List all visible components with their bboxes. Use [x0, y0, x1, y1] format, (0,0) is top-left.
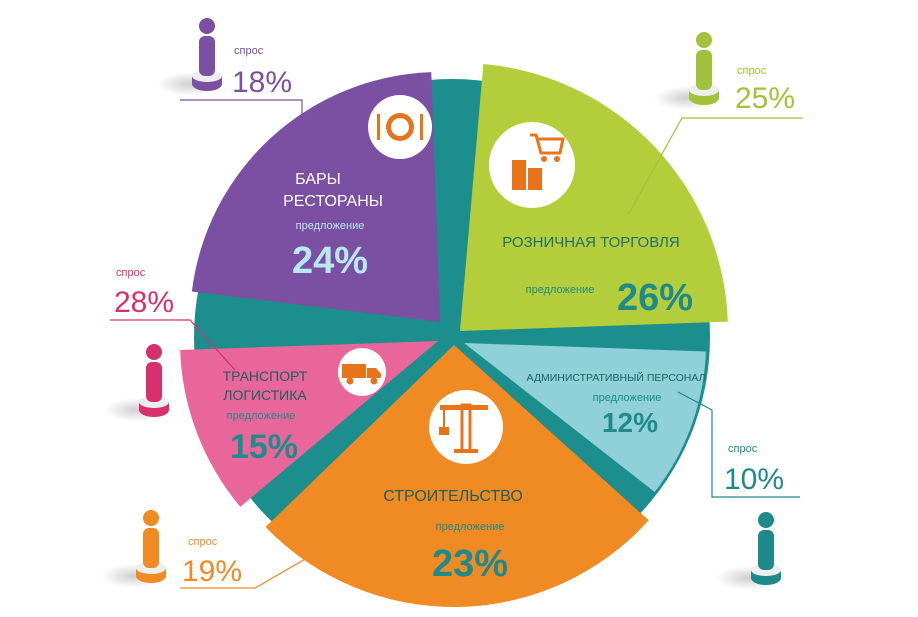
demand-value-bars: 18% — [232, 66, 292, 99]
person-icon-retail — [654, 32, 719, 110]
supply-label-transport: предложение — [227, 410, 296, 422]
pie-slice-construction — [265, 345, 649, 607]
supply-label-construction: предложение — [436, 521, 505, 533]
supply-label-bars: предложение — [296, 220, 365, 232]
shopping-cart-register-icon — [489, 122, 575, 208]
demand-callout-transport: спрос 28% — [110, 267, 236, 371]
sector-label-transport-line2: ЛОГИСТИКА — [223, 387, 307, 403]
truck-icon — [338, 348, 386, 396]
demand-label-admin: спрос — [728, 443, 758, 455]
sector-label-retail: РОЗНИЧНАЯ ТОРГОВЛЯ — [502, 234, 679, 251]
demand-callout-retail: спрос 25% — [627, 65, 803, 216]
demand-value-admin: 10% — [724, 463, 784, 496]
demand-label-construction: спрос — [188, 536, 218, 548]
sector-label-bars-line1: БАРЫ — [295, 171, 341, 188]
sector-label-transport-line1: ТРАНСПОРТ — [223, 368, 308, 384]
supply-value-transport: 15% — [230, 428, 298, 466]
person-icon-construction — [101, 510, 166, 588]
demand-value-retail: 25% — [735, 82, 795, 115]
sector-label-bars-line2: РЕСТОРАНЫ — [283, 193, 383, 210]
pie-slice-admin — [464, 343, 706, 492]
sector-label-construction: СТРОИТЕЛЬСТВО — [383, 488, 523, 505]
plate-fork-knife-icon — [368, 95, 432, 159]
person-icon-admin — [716, 512, 781, 590]
demand-callout-construction: спрос 19% — [180, 509, 391, 589]
demand-value-construction: 19% — [182, 555, 242, 588]
person-icon-bars — [157, 18, 222, 96]
crane-icon — [429, 390, 503, 464]
supply-label-admin: предложение — [593, 392, 662, 404]
supply-value-bars: 24% — [292, 240, 368, 282]
demand-value-transport: 28% — [114, 286, 174, 319]
demand-label-transport: спрос — [116, 267, 146, 279]
person-icon-transport — [104, 344, 169, 422]
demand-callout-bars: спрос 18% — [180, 45, 303, 160]
supply-label-retail: предложение — [526, 284, 595, 296]
sector-label-admin: АДМИНИСТРАТИВНЫЙ ПЕРСОНАЛ — [527, 371, 706, 384]
supply-value-construction: 23% — [432, 543, 508, 585]
demand-callout-admin: спрос 10% — [677, 391, 800, 498]
demand-label-retail: спрос — [737, 65, 767, 77]
supply-value-admin: 12% — [602, 407, 658, 438]
demand-label-bars: спрос — [234, 45, 264, 57]
supply-value-retail: 26% — [617, 277, 693, 319]
